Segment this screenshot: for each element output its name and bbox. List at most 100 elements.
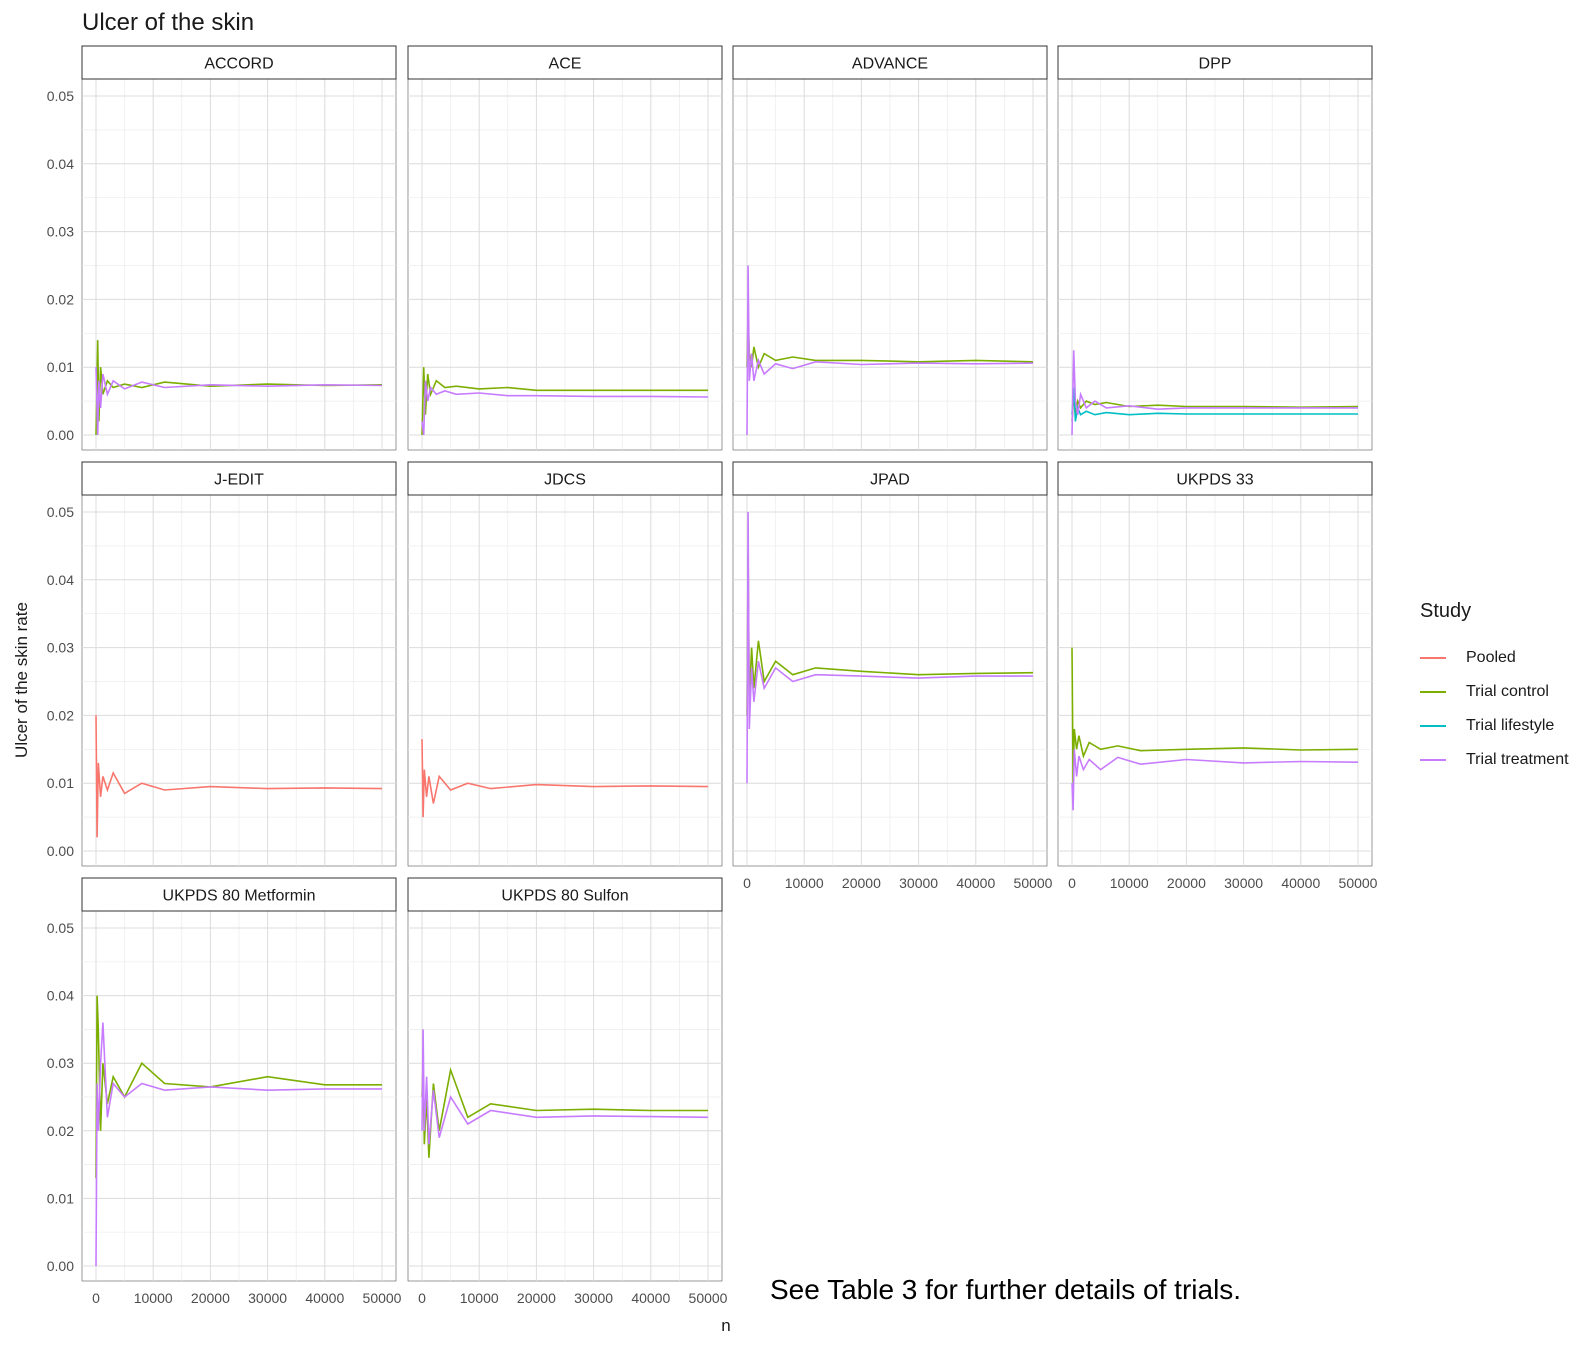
legend-swatch-trial-treatment [1420, 759, 1446, 761]
x-tick-label: 50000 [1014, 875, 1053, 891]
x-tick-label: 40000 [305, 1290, 344, 1306]
x-tick-label: 40000 [956, 875, 995, 891]
series-line-trial-control [421, 1063, 708, 1158]
series-line-pooled [421, 739, 709, 818]
footnote: See Table 3 for further details of trial… [770, 1274, 1242, 1305]
x-tick-label: 30000 [899, 875, 938, 891]
series-line-pooled [95, 715, 383, 838]
facet-strip [407, 877, 723, 912]
x-tick-label: 30000 [248, 1290, 287, 1306]
x-tick-label: 50000 [1339, 875, 1378, 891]
y-tick-label: 0.02 [47, 707, 74, 723]
series-line-trial-control [95, 995, 382, 1179]
y-tick-label: 0.00 [47, 1258, 74, 1274]
y-axis-title: Ulcer of the skin rate [12, 602, 31, 758]
x-axis-title: n [721, 1316, 730, 1335]
panel-jdcs: JDCS [407, 461, 723, 867]
x-tick-label: 0 [92, 1290, 100, 1306]
legend-item-pooled: Pooled [1420, 641, 1569, 675]
legend-swatch-trial-lifestyle [1420, 725, 1446, 727]
panel-jpad: JPAD 0 10000 20000 30000 40000 50000 [732, 461, 1053, 891]
x-tick-label: 10000 [785, 875, 824, 891]
x-tick-label: 0 [418, 1290, 426, 1306]
legend-label-pooled: Pooled [1466, 649, 1516, 666]
facet-label: J-EDIT [214, 472, 264, 489]
legend-label-trial-lifestyle: Trial lifestyle [1466, 717, 1555, 734]
series-line-trial-control [1071, 394, 1359, 422]
facet-strip [407, 461, 723, 496]
y-tick-label: 0.04 [47, 572, 74, 588]
y-tick-label: 0.01 [47, 359, 74, 375]
legend-swatch-pooled [1420, 657, 1446, 659]
x-tick-label: 40000 [631, 1290, 670, 1306]
facet-label: ADVANCE [852, 56, 928, 73]
legend-title: Study [1420, 600, 1472, 622]
panel-ukpds-33: UKPDS 33 0 10000 20000 30000 40000 50000 [1057, 461, 1378, 891]
x-tick-label: 50000 [689, 1290, 728, 1306]
y-tick-label: 0.04 [47, 988, 74, 1004]
facet-label: ACCORD [204, 56, 273, 73]
series-line-trial-treatment [95, 367, 383, 436]
y-tick-label: 0.05 [47, 88, 74, 104]
series-line-trial-treatment [421, 1029, 709, 1145]
series-line-trial-treatment [1071, 749, 1359, 811]
y-tick-label: 0.02 [47, 291, 74, 307]
facet-strip [732, 461, 1048, 496]
series-line-trial-control [421, 367, 708, 436]
facet-label: JPAD [870, 472, 910, 489]
y-tick-label: 0.01 [47, 1190, 74, 1206]
facet-label: DPP [1199, 56, 1232, 73]
series-line-trial-treatment [421, 380, 709, 436]
x-tick-label: 10000 [134, 1290, 173, 1306]
x-tick-label: 30000 [1224, 875, 1263, 891]
facet-label: UKPDS 33 [1176, 472, 1253, 489]
y-tick-label: 0.03 [47, 1055, 74, 1071]
x-tick-label: 0 [1068, 875, 1076, 891]
legend: Study Pooled Trial control Trial lifesty… [1420, 600, 1569, 777]
facet-label: UKPDS 80 Sulfon [501, 888, 628, 905]
x-tick-label: 40000 [1281, 875, 1320, 891]
facet-strip [407, 45, 723, 80]
x-tick-label: 20000 [1167, 875, 1206, 891]
facet-label: JDCS [544, 472, 586, 489]
panel-ukpds-80-sulfon: UKPDS 80 Sulfon 0 10000 20000 30000 40000 5000… [407, 877, 728, 1306]
y-tick-label: 0.03 [47, 640, 74, 656]
panel-advance: ADVANCE [732, 45, 1048, 451]
x-tick-label: 0 [743, 875, 751, 891]
x-tick-label: 10000 [460, 1290, 499, 1306]
legend-item-trial-control: Trial control [1420, 675, 1569, 709]
x-tick-label: 20000 [517, 1290, 556, 1306]
panel-j-edit: J-EDIT 0.00 0.01 0.02 0.03 0.04 0.05 [47, 461, 397, 867]
x-tick-label: 20000 [191, 1290, 230, 1306]
series-line-trial-lifestyle [1071, 387, 1358, 422]
panel-ace: ACE [407, 45, 723, 451]
facet-strip [81, 461, 397, 496]
facet-strip [81, 45, 397, 80]
series-line-trial-treatment [746, 511, 1033, 784]
x-tick-label: 50000 [363, 1290, 402, 1306]
y-tick-label: 0.01 [47, 775, 74, 791]
y-tick-label: 0.03 [47, 224, 74, 240]
y-tick-label: 0.05 [47, 504, 74, 520]
chart-title: Ulcer of the skin [82, 9, 254, 36]
panel-accord: ACCORD 0.00 0.01 0.02 0.03 0.04 0.05 [47, 45, 397, 451]
series-line-trial-treatment [1071, 350, 1358, 436]
panel-dpp: DPP [1057, 45, 1373, 451]
facet-strip [732, 45, 1048, 80]
series-line-trial-control [1071, 647, 1359, 784]
y-tick-label: 0.05 [47, 920, 74, 936]
y-tick-label: 0.00 [47, 843, 74, 859]
facet-label: UKPDS 80 Metformin [163, 888, 316, 905]
series-line-trial-treatment [746, 265, 1034, 436]
facet-strip [1057, 45, 1373, 80]
x-tick-label: 20000 [842, 875, 881, 891]
y-tick-label: 0.02 [47, 1123, 74, 1139]
y-tick-label: 0.00 [47, 427, 74, 443]
facet-strip [81, 877, 397, 912]
legend-label-trial-treatment: Trial treatment [1466, 751, 1569, 768]
legend-item-trial-lifestyle: Trial lifestyle [1420, 709, 1569, 743]
panel-ukpds-80-metformin: UKPDS 80 Metformin 0.00 0.01 0.02 0.03 0.04 0.… [47, 877, 402, 1306]
series-line-trial-treatment [95, 1022, 382, 1267]
x-tick-label: 10000 [1110, 875, 1149, 891]
